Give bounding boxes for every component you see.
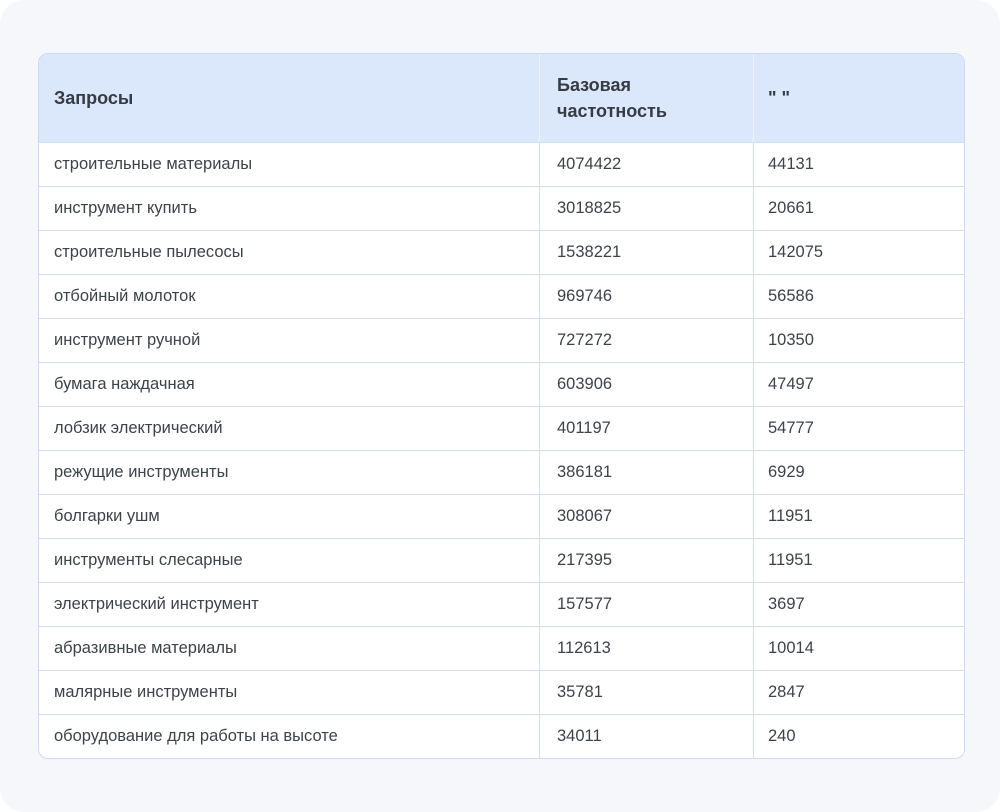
query-cell: инструмент ручной	[39, 318, 539, 362]
table-row: отбойный молоток 969746 56586	[39, 274, 964, 318]
table-row: бумага наждачная 603906 47497	[39, 362, 964, 406]
query-cell: оборудование для работы на высоте	[39, 714, 539, 758]
table-row: болгарки ушм 308067 11951	[39, 494, 964, 538]
table-body: строительные материалы 4074422 44131 инс…	[39, 142, 964, 758]
keyword-frequency-table-card: Запросы Базовая частотность " " строител…	[38, 53, 965, 759]
table-row: строительные материалы 4074422 44131	[39, 142, 964, 186]
table-row: инструмент ручной 727272 10350	[39, 318, 964, 362]
keyword-frequency-table: Запросы Базовая частотность " " строител…	[39, 54, 964, 758]
quoted-frequency-cell: 47497	[753, 362, 964, 406]
column-header-base-frequency: Базовая частотность	[539, 54, 753, 142]
query-cell: малярные инструменты	[39, 670, 539, 714]
query-cell: строительные пылесосы	[39, 230, 539, 274]
base-frequency-cell: 34011	[539, 714, 753, 758]
table-row: строительные пылесосы 1538221 142075	[39, 230, 964, 274]
query-cell: болгарки ушм	[39, 494, 539, 538]
base-frequency-cell: 603906	[539, 362, 753, 406]
table-row: инструменты слесарные 217395 11951	[39, 538, 964, 582]
base-frequency-cell: 969746	[539, 274, 753, 318]
quoted-frequency-cell: 20661	[753, 186, 964, 230]
quoted-frequency-cell: 2847	[753, 670, 964, 714]
query-cell: лобзик электрический	[39, 406, 539, 450]
base-frequency-cell: 3018825	[539, 186, 753, 230]
quoted-frequency-cell: 11951	[753, 494, 964, 538]
base-frequency-cell: 112613	[539, 626, 753, 670]
base-frequency-cell: 401197	[539, 406, 753, 450]
quoted-frequency-cell: 54777	[753, 406, 964, 450]
base-frequency-cell: 217395	[539, 538, 753, 582]
table-row: режущие инструменты 386181 6929	[39, 450, 964, 494]
query-cell: строительные материалы	[39, 142, 539, 186]
table-header: Запросы Базовая частотность " "	[39, 54, 964, 142]
base-frequency-cell: 35781	[539, 670, 753, 714]
base-frequency-cell: 1538221	[539, 230, 753, 274]
quoted-frequency-cell: 142075	[753, 230, 964, 274]
quoted-frequency-cell: 10350	[753, 318, 964, 362]
base-frequency-cell: 4074422	[539, 142, 753, 186]
column-header-quoted-frequency: " "	[753, 54, 964, 142]
header-row: Запросы Базовая частотность " "	[39, 54, 964, 142]
query-cell: инструмент купить	[39, 186, 539, 230]
quoted-frequency-cell: 56586	[753, 274, 964, 318]
quoted-frequency-cell: 240	[753, 714, 964, 758]
table-row: абразивные материалы 112613 10014	[39, 626, 964, 670]
query-cell: инструменты слесарные	[39, 538, 539, 582]
query-cell: отбойный молоток	[39, 274, 539, 318]
base-frequency-cell: 308067	[539, 494, 753, 538]
base-frequency-cell: 157577	[539, 582, 753, 626]
table-row: электрический инструмент 157577 3697	[39, 582, 964, 626]
quoted-frequency-cell: 3697	[753, 582, 964, 626]
query-cell: абразивные материалы	[39, 626, 539, 670]
query-cell: режущие инструменты	[39, 450, 539, 494]
table-row: лобзик электрический 401197 54777	[39, 406, 964, 450]
quoted-frequency-cell: 6929	[753, 450, 964, 494]
query-cell: электрический инструмент	[39, 582, 539, 626]
quoted-frequency-cell: 10014	[753, 626, 964, 670]
table-row: оборудование для работы на высоте 34011 …	[39, 714, 964, 758]
quoted-frequency-cell: 11951	[753, 538, 964, 582]
column-header-queries: Запросы	[39, 54, 539, 142]
table-row: малярные инструменты 35781 2847	[39, 670, 964, 714]
table-row: инструмент купить 3018825 20661	[39, 186, 964, 230]
base-frequency-cell: 386181	[539, 450, 753, 494]
query-cell: бумага наждачная	[39, 362, 539, 406]
base-frequency-cell: 727272	[539, 318, 753, 362]
quoted-frequency-cell: 44131	[753, 142, 964, 186]
